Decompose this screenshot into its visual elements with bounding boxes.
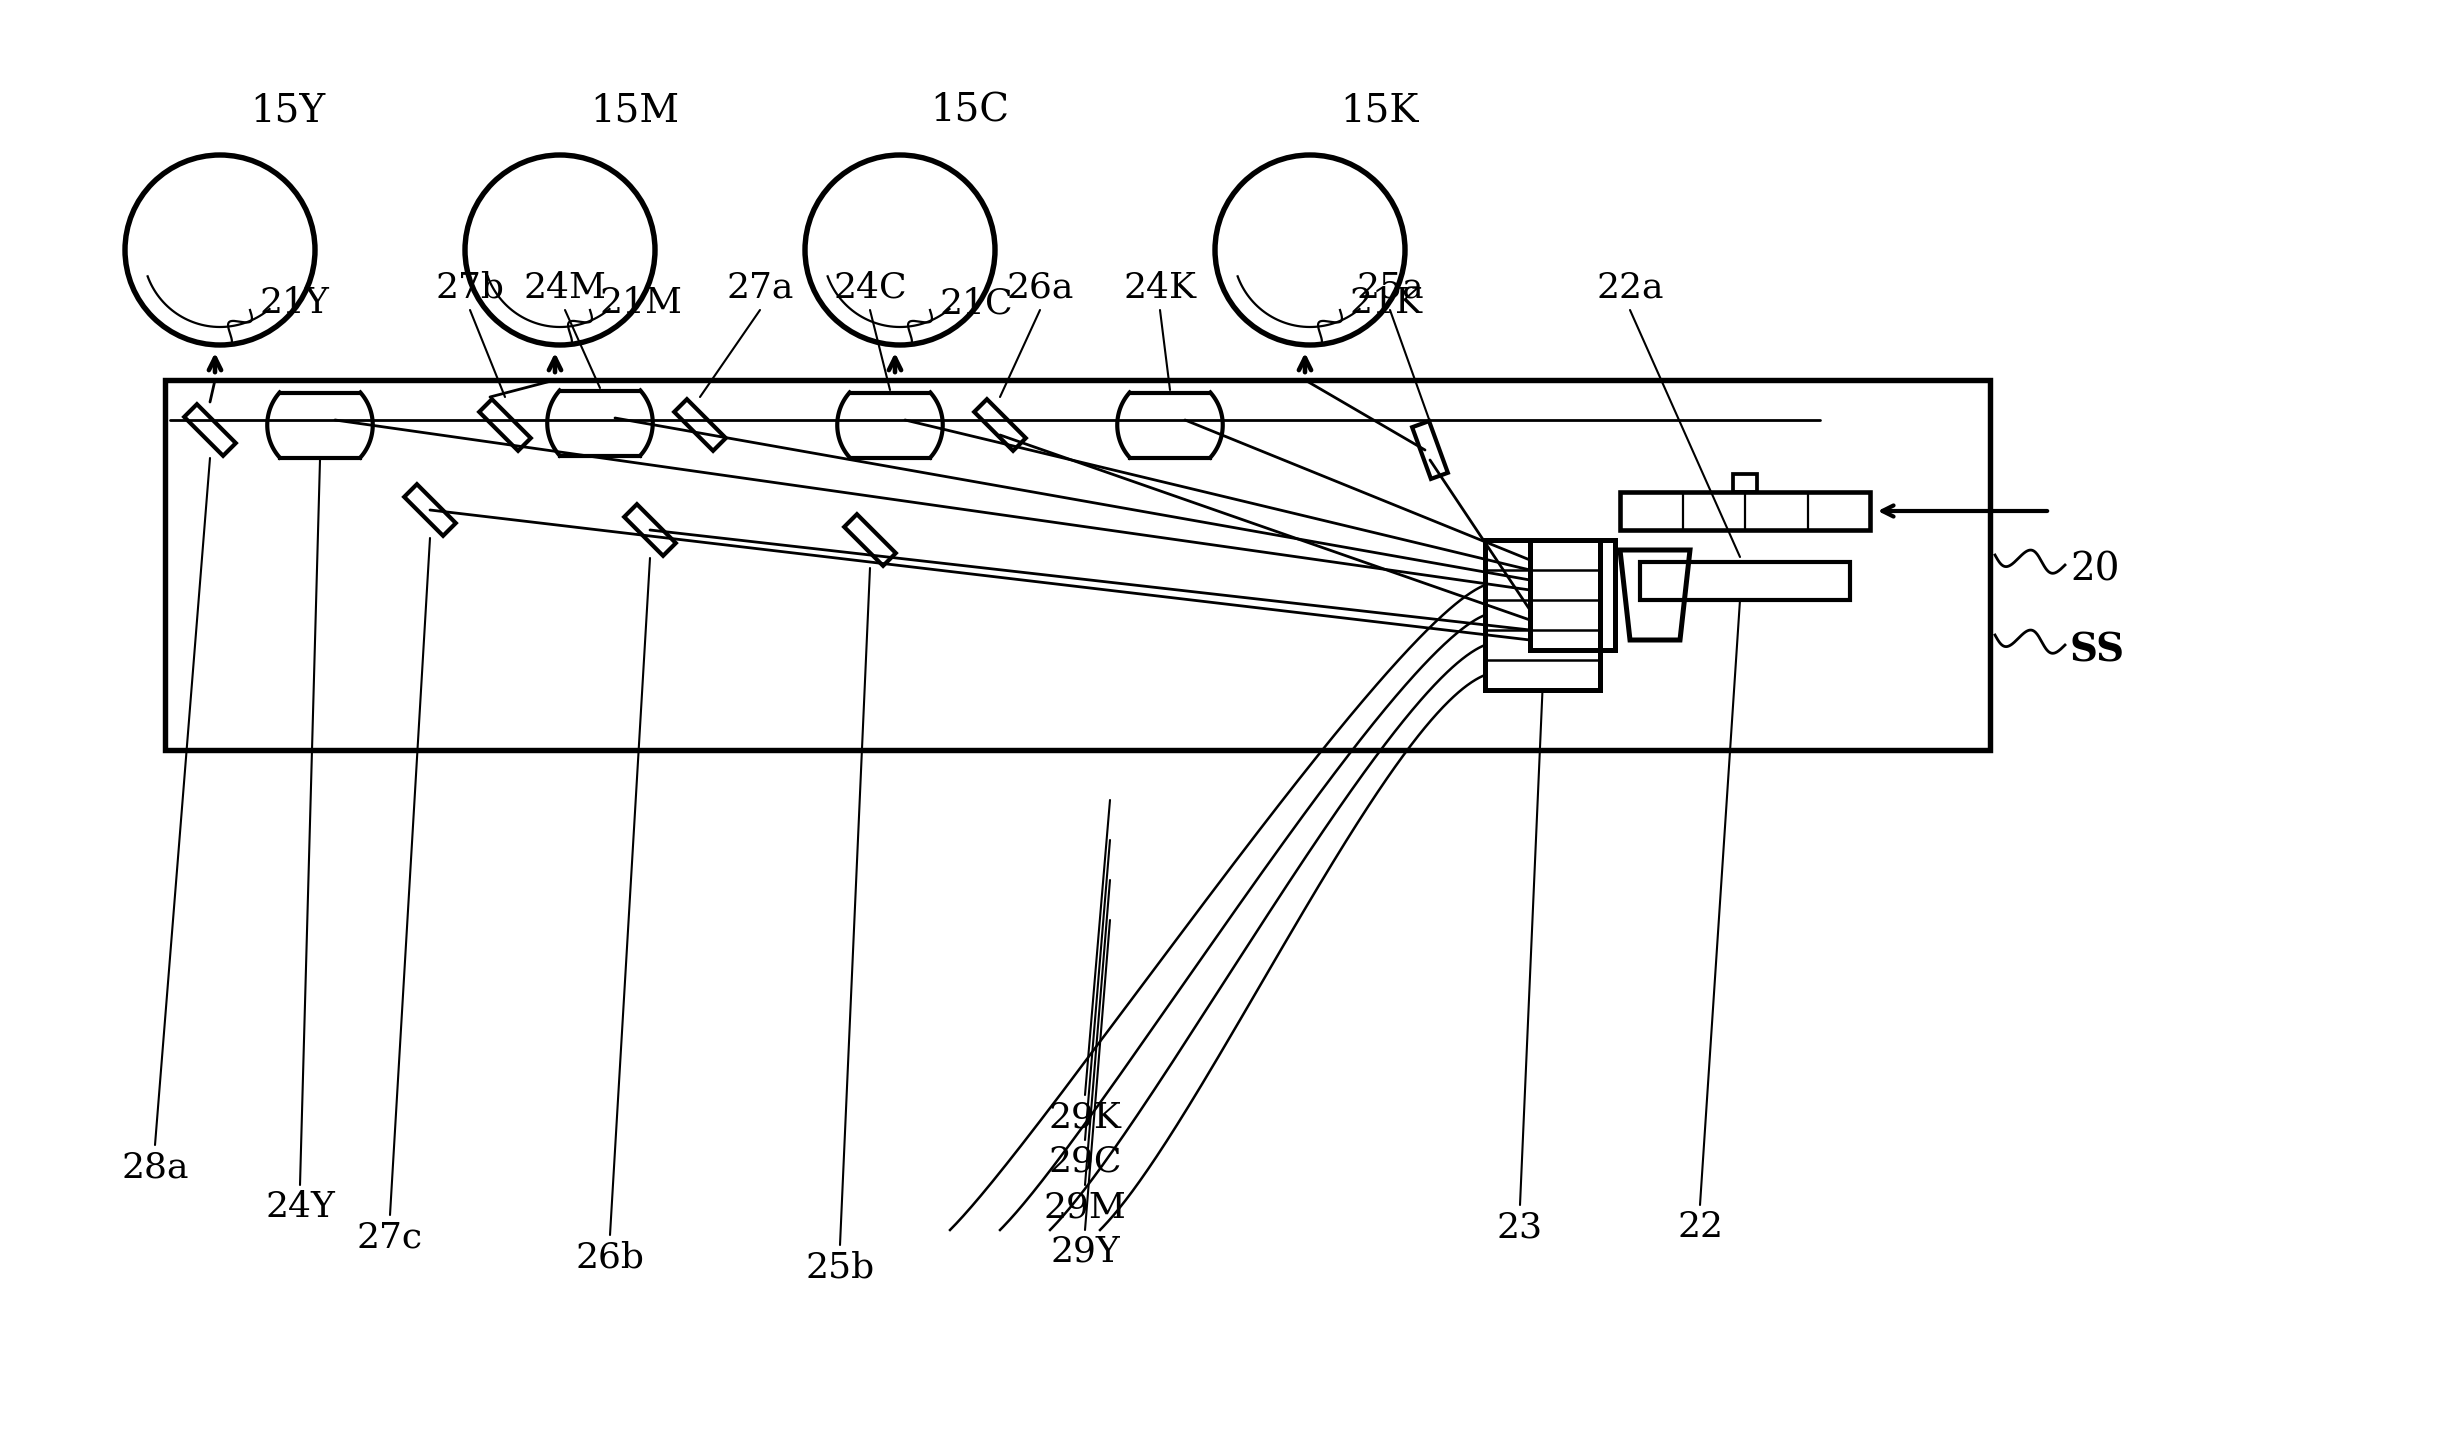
Text: SS: SS (2069, 631, 2126, 669)
Text: 15K: 15K (1340, 93, 1419, 130)
Bar (1530, 541, 1616, 651)
Text: 28a: 28a (121, 1150, 190, 1184)
Text: 21C: 21C (941, 286, 1015, 320)
Text: 21Y: 21Y (261, 286, 330, 320)
Text: 23: 23 (1498, 1210, 1542, 1244)
Bar (1485, 541, 1601, 691)
Text: 24C: 24C (832, 272, 906, 305)
Bar (165, 380, 1990, 749)
Text: 15Y: 15Y (251, 93, 325, 130)
Text: 20: 20 (2069, 552, 2121, 589)
Text: 27c: 27c (357, 1220, 424, 1254)
Text: 25a: 25a (1357, 272, 1424, 305)
Text: 21M: 21M (601, 286, 682, 320)
Bar (1621, 492, 1869, 531)
Text: 27b: 27b (436, 272, 505, 305)
Text: 15M: 15M (591, 93, 680, 130)
Text: 22a: 22a (1596, 272, 1663, 305)
Text: 29Y: 29Y (1049, 1236, 1121, 1268)
Text: 27a: 27a (727, 272, 793, 305)
Text: 21K: 21K (1350, 286, 1424, 320)
Text: 24M: 24M (525, 272, 606, 305)
Text: 22: 22 (1677, 1210, 1724, 1244)
Text: 25b: 25b (805, 1250, 874, 1284)
Text: 24Y: 24Y (266, 1190, 335, 1224)
Text: 15C: 15C (931, 93, 1010, 130)
Text: 26b: 26b (576, 1240, 645, 1274)
Text: 29C: 29C (1049, 1145, 1121, 1178)
Text: 29K: 29K (1049, 1100, 1121, 1134)
Bar (1734, 473, 1756, 492)
Text: 29M: 29M (1044, 1190, 1126, 1224)
Bar (1640, 562, 1850, 601)
Text: 24K: 24K (1123, 272, 1197, 305)
Text: 26a: 26a (1007, 272, 1074, 305)
